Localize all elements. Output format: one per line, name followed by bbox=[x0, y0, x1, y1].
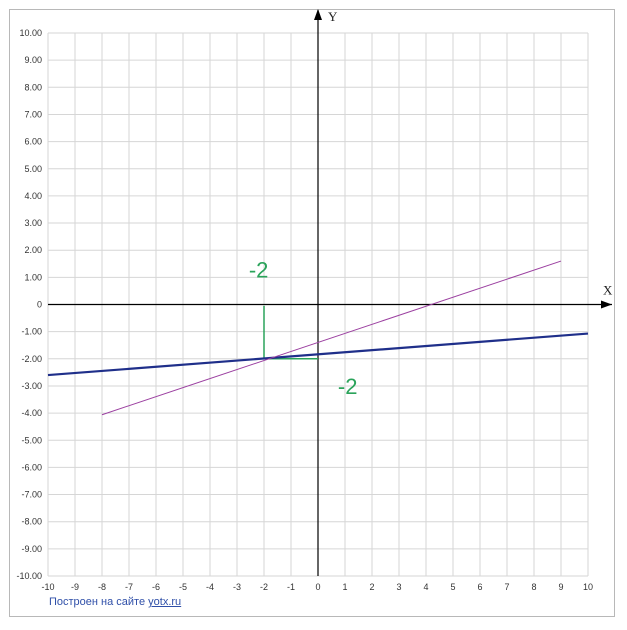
x-axis-label: X bbox=[603, 283, 613, 298]
series-lines bbox=[47, 260, 589, 416]
x-tick-label: 10 bbox=[583, 582, 593, 592]
y-tick-label: -8.00 bbox=[21, 517, 42, 527]
series-line-2 bbox=[101, 260, 562, 416]
x-tick-label: -3 bbox=[233, 582, 241, 592]
y-tick-label: 1.00 bbox=[24, 272, 42, 282]
x-tick-label: 0 bbox=[315, 582, 320, 592]
y-tick-label: -3.00 bbox=[21, 381, 42, 391]
x-tick-label: 1 bbox=[342, 582, 347, 592]
y-tick-label: -9.00 bbox=[21, 544, 42, 554]
y-tick-label: -2.00 bbox=[21, 354, 42, 364]
handwritten-annotation: -2 bbox=[338, 374, 358, 399]
x-tick-label: 2 bbox=[369, 582, 374, 592]
footer-link[interactable]: yotx.ru bbox=[148, 596, 182, 608]
footer-text: Построен на сайте bbox=[49, 596, 146, 608]
x-tick-label: -10 bbox=[41, 582, 54, 592]
x-tick-labels: -10 -9 -8 -7 -6 -5 -4 -3 -2 -1 0 1 2 3 4 5 6 7 8 9 10 bbox=[41, 582, 593, 592]
annotations: -2 -2 bbox=[249, 257, 358, 399]
chart-frame bbox=[9, 9, 615, 617]
x-tick-label: 3 bbox=[396, 582, 401, 592]
x-tick-label: 8 bbox=[531, 582, 536, 592]
y-tick-label: -6.00 bbox=[21, 462, 42, 472]
y-tick-label: 2.00 bbox=[24, 245, 42, 255]
y-tick-label: 8.00 bbox=[24, 82, 42, 92]
x-tick-label: -8 bbox=[98, 582, 106, 592]
y-tick-labels: 10.00 9.00 8.00 7.00 6.00 5.00 4.00 3.00 2.00 1.0… bbox=[16, 28, 42, 581]
footer-credit: Построен на сайте yotx.ru bbox=[49, 596, 181, 608]
x-tick-label: 7 bbox=[504, 582, 509, 592]
y-tick-label: 7.00 bbox=[24, 109, 42, 119]
y-tick-label: -10.00 bbox=[16, 571, 42, 581]
series-line-1 bbox=[47, 332, 589, 377]
x-tick-label: -9 bbox=[71, 582, 79, 592]
x-tick-label: -7 bbox=[125, 582, 133, 592]
handwritten-annotation: -2 bbox=[249, 257, 269, 282]
y-axis-label: Y bbox=[328, 9, 338, 24]
y-tick-label: 9.00 bbox=[24, 55, 42, 65]
y-axis-arrow bbox=[314, 9, 322, 20]
x-tick-label: -2 bbox=[260, 582, 268, 592]
y-tick-label: -7.00 bbox=[21, 490, 42, 500]
x-tick-label: -5 bbox=[179, 582, 187, 592]
x-tick-label: 4 bbox=[423, 582, 428, 592]
y-tick-label: 3.00 bbox=[24, 218, 42, 228]
x-tick-label: 5 bbox=[450, 582, 455, 592]
y-tick-label: 0 bbox=[37, 300, 42, 310]
x-tick-label: -1 bbox=[287, 582, 295, 592]
y-tick-label: 10.00 bbox=[19, 28, 42, 38]
x-tick-label: 6 bbox=[477, 582, 482, 592]
y-tick-label: 6.00 bbox=[24, 137, 42, 147]
x-axis-arrow bbox=[601, 300, 612, 309]
y-tick-label: -5.00 bbox=[21, 435, 42, 445]
x-tick-label: 9 bbox=[558, 582, 563, 592]
axes bbox=[48, 9, 612, 576]
y-tick-label: 4.00 bbox=[24, 191, 42, 201]
y-tick-label: 5.00 bbox=[24, 164, 42, 174]
x-tick-label: -6 bbox=[152, 582, 160, 592]
y-tick-label: -4.00 bbox=[21, 408, 42, 418]
y-tick-label: -1.00 bbox=[21, 327, 42, 337]
x-tick-label: -4 bbox=[206, 582, 214, 592]
